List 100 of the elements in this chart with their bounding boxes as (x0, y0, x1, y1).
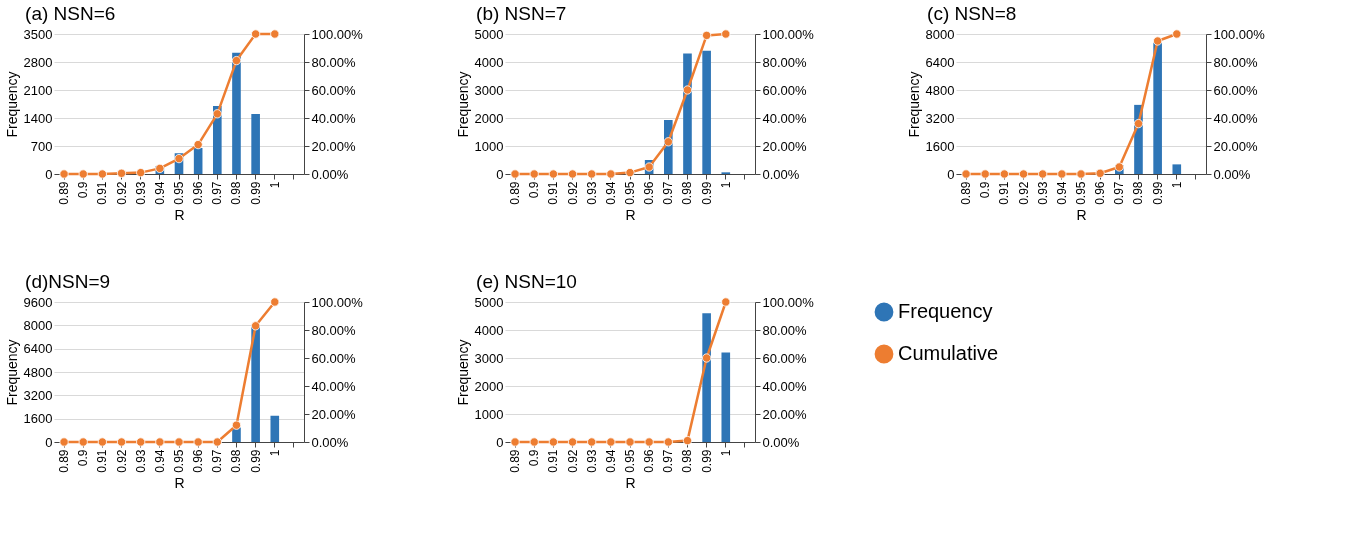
y2-tick-label: 40.00% (762, 378, 808, 394)
legend-label: Frequency (898, 300, 993, 322)
point (606, 437, 616, 447)
x-tick-label: 0.99 (1150, 181, 1165, 205)
x-tick-label: 0.94 (152, 449, 167, 473)
point (567, 437, 578, 447)
x-axis-title: R (174, 206, 185, 223)
x-tick-label: 0.93 (133, 181, 148, 205)
x-tick-label: 0.99 (248, 181, 263, 205)
x-tick-label: 0.91 (546, 181, 561, 205)
point (231, 420, 242, 430)
point (980, 169, 990, 179)
y-tick-label: 2800 (23, 54, 53, 70)
point (136, 168, 146, 178)
x-tick-label: 0.9 (76, 449, 91, 467)
point (97, 169, 107, 179)
x-axis-title: R (174, 474, 185, 491)
y-tick-label: 1400 (23, 110, 53, 126)
y-axis-title: Frequency (454, 71, 471, 138)
x-tick-label: 0.98 (229, 181, 244, 205)
y-tick-label: 5000 (474, 294, 504, 310)
y-tick-label: 3200 (23, 387, 53, 403)
point (1133, 119, 1144, 129)
x-tick-label: 0.92 (114, 449, 129, 473)
y-tick-label: 3500 (23, 26, 53, 42)
x-tick-label: 1 (718, 181, 733, 189)
y2-tick-label: 80.00% (762, 322, 808, 338)
point (702, 353, 712, 363)
x-tick-label: 0.99 (699, 181, 714, 205)
y2-tick-label: 0.00% (762, 166, 800, 182)
point (1057, 169, 1067, 179)
legend-label: Cumulative (898, 342, 999, 364)
x-tick-label: 0.9 (527, 181, 542, 199)
x-tick-label: 0.95 (172, 181, 186, 205)
bar (270, 415, 280, 442)
point (548, 437, 558, 447)
point (625, 168, 635, 178)
y-tick-label: 2100 (23, 82, 53, 98)
x-tick-label: 0.91 (997, 181, 1012, 205)
x-tick-label: 0.94 (1054, 181, 1069, 205)
y-tick-label: 4800 (23, 364, 53, 380)
y2-tick-label: 20.00% (1213, 138, 1259, 154)
y2-tick-label: 60.00% (762, 82, 808, 98)
y-tick-label: 4800 (925, 82, 955, 98)
x-tick-label: 0.97 (661, 181, 676, 205)
y2-tick-label: 60.00% (1213, 82, 1259, 98)
x-tick-label: 0.93 (584, 449, 599, 473)
y-tick-label: 8000 (925, 26, 955, 42)
point (721, 29, 731, 39)
x-tick-label: 0.94 (603, 181, 618, 205)
bar (1172, 164, 1182, 174)
point (682, 85, 693, 95)
point (155, 437, 165, 447)
point (567, 169, 578, 179)
x-axis-title: R (625, 474, 636, 491)
y2-tick-label: 100.00% (1213, 26, 1266, 42)
y-tick-label: 3000 (474, 350, 504, 366)
chart-title: (c) NSN=8 (927, 3, 1017, 24)
point (270, 297, 280, 307)
x-tick-label: 0.91 (95, 449, 110, 473)
x-tick-label: 0.92 (114, 181, 129, 205)
y-tick-label: 1000 (474, 406, 504, 422)
x-tick-label: 1 (267, 181, 282, 189)
y2-tick-label: 20.00% (762, 138, 808, 154)
y-tick-label: 9600 (23, 294, 53, 310)
y2-tick-label: 40.00% (1213, 110, 1259, 126)
y-tick-label: 6400 (23, 341, 53, 357)
point (193, 437, 203, 447)
y2-tick-label: 0.00% (311, 434, 349, 450)
point (510, 437, 520, 447)
y2-tick-label: 100.00% (762, 294, 815, 310)
bar (232, 52, 241, 174)
x-tick-label: 0.91 (546, 449, 561, 473)
point (97, 437, 107, 447)
y2-tick-label: 100.00% (762, 26, 815, 42)
y2-tick-label: 80.00% (762, 54, 808, 70)
x-tick-label: 1 (1169, 181, 1184, 189)
y2-tick-label: 80.00% (1213, 54, 1259, 70)
y2-tick-label: 40.00% (762, 110, 808, 126)
x-tick-label: 0.98 (229, 449, 244, 473)
point (1172, 29, 1182, 39)
x-tick-label: 0.99 (699, 449, 714, 473)
point (78, 437, 88, 447)
x-tick-label: 0.93 (133, 449, 148, 473)
x-axis-title: R (625, 206, 636, 223)
point (999, 169, 1009, 179)
point (529, 169, 539, 179)
x-tick-label: 0.89 (959, 181, 974, 205)
x-tick-label: 1 (718, 449, 733, 457)
y-tick-label: 0 (45, 434, 53, 450)
y-tick-label: 700 (30, 138, 53, 154)
point (548, 169, 558, 179)
y2-tick-label: 100.00% (311, 26, 364, 42)
x-tick-label: 0.89 (508, 181, 523, 205)
point (212, 109, 222, 119)
x-tick-label: 1 (267, 449, 282, 457)
x-tick-label: 0.95 (172, 449, 186, 473)
y2-tick-label: 60.00% (311, 350, 357, 366)
y-tick-label: 6400 (925, 54, 955, 70)
y-axis-title: Frequency (905, 71, 922, 138)
